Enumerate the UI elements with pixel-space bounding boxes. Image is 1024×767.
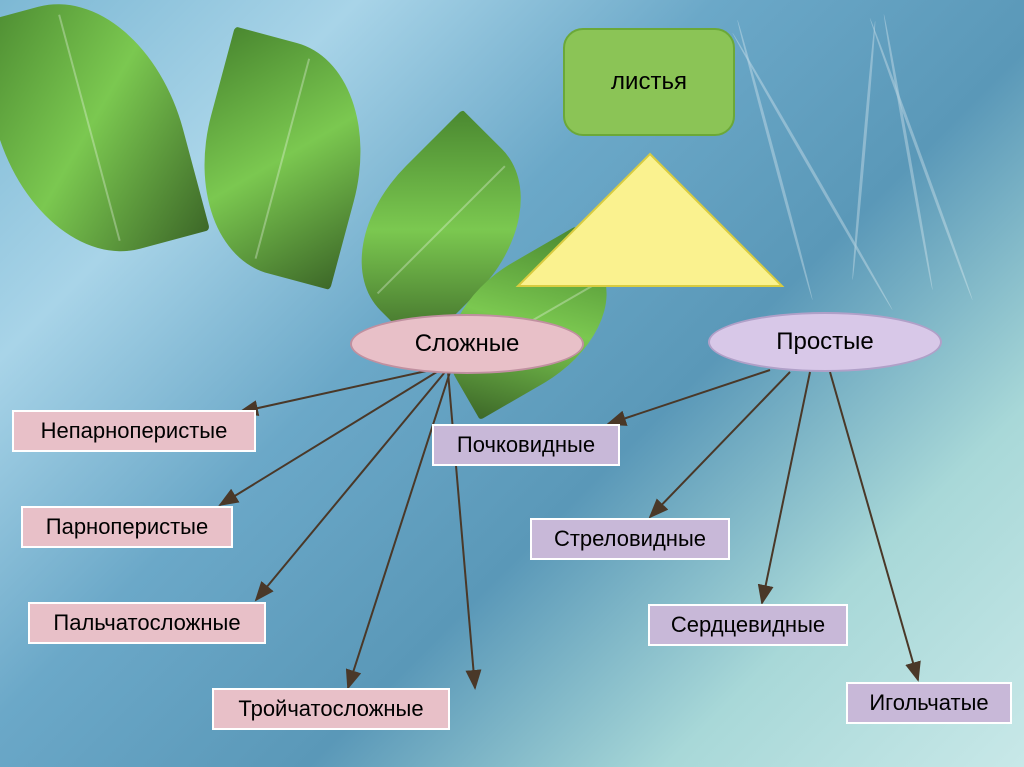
simple-leaf-item: Почковидные: [432, 424, 620, 466]
complex-leaf-item: Парноперистые: [21, 506, 233, 548]
category-simple-label: Простые: [776, 328, 874, 356]
simple-leaf-item-label: Сердцевидные: [671, 612, 825, 638]
complex-leaf-item-label: Тройчатосложные: [238, 696, 423, 722]
category-simple: Простые: [708, 312, 942, 372]
simple-leaf-item-label: Стреловидные: [554, 526, 706, 552]
category-complex-label: Сложные: [415, 330, 520, 358]
simple-leaf-item: Игольчатые: [846, 682, 1012, 724]
diagram-content: листья По форме Сложные Простые Непарноп…: [0, 0, 1024, 767]
simple-leaf-item-label: Почковидные: [457, 432, 595, 458]
simple-leaf-item-label: Игольчатые: [869, 690, 988, 716]
complex-leaf-item-label: Пальчатосложные: [53, 610, 240, 636]
criterion-label: По форме: [596, 248, 700, 274]
complex-leaf-item: Пальчатосложные: [28, 602, 266, 644]
simple-leaf-item: Сердцевидные: [648, 604, 848, 646]
complex-leaf-item-label: Парноперистые: [46, 514, 208, 540]
category-complex: Сложные: [350, 314, 584, 374]
root-node: листья: [563, 28, 735, 136]
simple-leaf-item: Стреловидные: [530, 518, 730, 560]
complex-leaf-item: Тройчатосложные: [212, 688, 450, 730]
root-label: листья: [611, 68, 687, 96]
complex-leaf-item-label: Непарноперистые: [41, 418, 228, 444]
complex-leaf-item: Непарноперистые: [12, 410, 256, 452]
criterion-triangle: [0, 0, 1024, 767]
